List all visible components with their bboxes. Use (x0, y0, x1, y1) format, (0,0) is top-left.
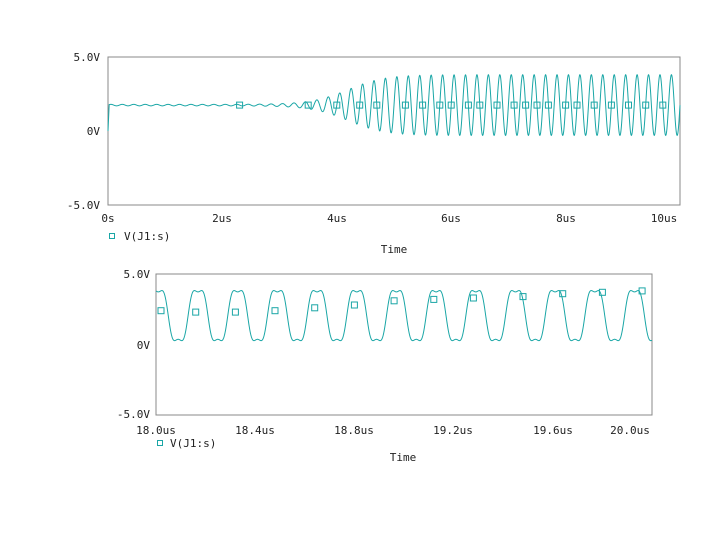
top-data-marker (544, 101, 552, 109)
top-data-marker (607, 101, 615, 109)
top-data-marker (476, 101, 484, 109)
bottom-data-marker (638, 287, 646, 295)
bottom-x-tick-label: 18.4us (235, 424, 275, 437)
top-data-marker (333, 101, 341, 109)
top-x-tick-label: 0s (101, 212, 114, 225)
top-data-marker (510, 101, 518, 109)
top-plot-frame (107, 56, 681, 206)
top-x-axis-title: Time (381, 243, 408, 256)
bottom-y-tick-label: -5.0V (117, 408, 150, 421)
bottom-waveform-line (155, 290, 653, 342)
top-y-tick-label: 5.0V (74, 51, 101, 64)
bottom-data-marker (157, 307, 165, 315)
top-legend-label: V(J1:s) (124, 230, 170, 243)
bottom-x-tick-label: 20.0us (610, 424, 650, 437)
bottom-data-marker (271, 307, 279, 315)
bottom-x-axis-title: Time (390, 451, 417, 464)
bottom-x-tick-label: 19.6us (533, 424, 573, 437)
top-data-marker (573, 101, 581, 109)
top-data-marker (642, 101, 650, 109)
bottom-y-tick-label: 5.0V (124, 268, 151, 281)
top-data-marker (447, 101, 455, 109)
top-data-marker (562, 101, 570, 109)
top-data-marker (436, 101, 444, 109)
top-data-marker (464, 101, 472, 109)
top-data-marker (356, 101, 364, 109)
top-data-marker (401, 101, 409, 109)
top-data-marker (659, 101, 667, 109)
top-x-tick-label: 8us (556, 212, 576, 225)
top-x-tick-label: 10us (651, 212, 678, 225)
bottom-legend-marker (157, 440, 163, 446)
top-data-marker (522, 101, 530, 109)
bottom-y-tick-label: 0V (137, 339, 151, 352)
bottom-data-marker (469, 294, 477, 302)
bottom-data-marker (598, 288, 606, 296)
top-data-marker (533, 101, 541, 109)
bottom-x-tick-label: 19.2us (433, 424, 473, 437)
top-x-tick-label: 4us (327, 212, 347, 225)
bottom-data-marker (390, 297, 398, 305)
bottom-legend-label: V(J1:s) (170, 437, 216, 450)
bottom-data-marker (519, 293, 527, 301)
top-data-marker (419, 101, 427, 109)
bottom-data-marker (350, 301, 358, 309)
top-data-marker (590, 101, 598, 109)
bottom-data-marker (311, 304, 319, 312)
bottom-data-marker (559, 290, 567, 298)
top-legend-marker (109, 233, 115, 239)
bottom-x-tick-label: 18.8us (334, 424, 374, 437)
top-data-marker (236, 101, 244, 109)
top-y-tick-label: -5.0V (67, 199, 100, 212)
top-plot: 5.0V 0V -5.0V 0s 2us 4us 6us 8us 10us V(… (67, 51, 681, 256)
top-data-marker (493, 101, 501, 109)
bottom-data-marker (192, 308, 200, 316)
top-x-tick-label: 2us (212, 212, 232, 225)
bottom-data-marker (430, 295, 438, 303)
bottom-plot-frame (155, 273, 653, 416)
bottom-data-marker (231, 308, 239, 316)
top-data-marker (625, 101, 632, 109)
top-waveform-line (107, 74, 681, 137)
top-y-tick-label: 0V (87, 125, 101, 138)
top-data-marker (304, 101, 312, 109)
bottom-x-tick-label: 18.0us (136, 424, 176, 437)
bottom-plot: 5.0V 0V -5.0V 18.0us 18.4us 18.8us 19.2u… (117, 268, 653, 464)
top-data-marker (373, 101, 381, 109)
top-x-tick-label: 6us (441, 212, 461, 225)
